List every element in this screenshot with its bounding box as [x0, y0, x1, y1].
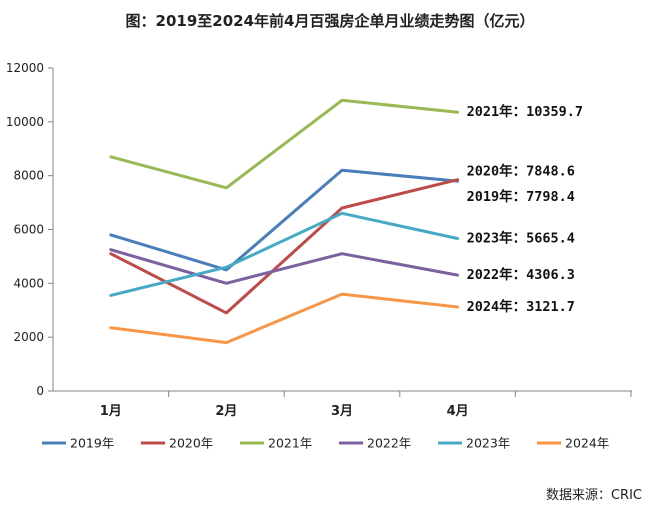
- legend-label-2019年: 2019年: [70, 436, 114, 451]
- end-label-2022年: 2022年：4306.3: [467, 266, 575, 283]
- y-tick-label: 4000: [13, 276, 44, 290]
- end-label-2023年: 2023年：5665.4: [467, 230, 575, 247]
- legend-label-2021年: 2021年: [268, 436, 312, 451]
- chart-title: 图：2019至2024年前4月百强房企单月业绩走势图（亿元）: [125, 12, 535, 30]
- legend-label-2024年: 2024年: [565, 436, 609, 451]
- series-line-2024年: [109, 292, 460, 345]
- end-label-2024年: 2024年：3121.7: [467, 298, 575, 315]
- chart-axes: 0 2000 4000 6000 8000 10000 12000 1月 2月 3月 4月: [6, 61, 632, 419]
- series-line-2021年: [109, 98, 460, 190]
- series-line-2020年: [109, 178, 460, 315]
- end-label-2019年: 2019年：7798.4: [467, 188, 575, 205]
- legend-label-2023年: 2023年: [466, 436, 510, 451]
- legend-label-2022年: 2022年: [367, 436, 411, 451]
- x-tick-label: 4月: [447, 404, 469, 419]
- x-tick-label: 1月: [100, 404, 122, 419]
- series-line-2022年: [109, 248, 460, 285]
- chart-series: [109, 98, 460, 345]
- y-tick-label: 8000: [13, 169, 44, 183]
- x-tick-label: 3月: [331, 404, 353, 419]
- y-tick-label: 6000: [13, 223, 44, 237]
- legend-label-2020年: 2020年: [169, 436, 213, 451]
- y-tick-label: 0: [36, 384, 44, 398]
- y-tick-label: 12000: [6, 61, 44, 75]
- y-tick-label: 10000: [6, 115, 44, 129]
- source-note: 数据来源：CRIC: [545, 488, 642, 503]
- x-tick-label: 2月: [215, 404, 237, 419]
- end-label-2020年: 2020年：7848.6: [467, 163, 575, 180]
- series-line-2023年: [109, 211, 460, 297]
- y-tick-label: 2000: [13, 330, 44, 344]
- chart-legend: 2019年 2020年 2021年 2022年 2023年 2024年: [42, 436, 609, 451]
- series-line-2019年: [109, 168, 460, 272]
- end-labels: 2019年：7798.4 2020年：7848.6 2021年：10359.7 202…: [467, 103, 583, 315]
- end-label-2021年: 2021年：10359.7: [467, 103, 583, 120]
